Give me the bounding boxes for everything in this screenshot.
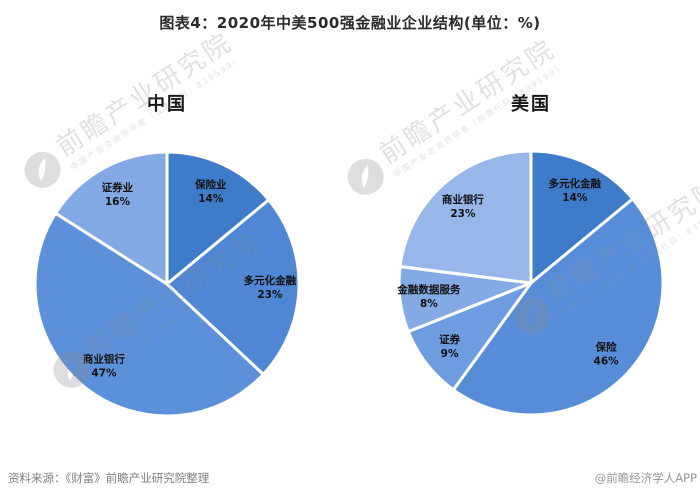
slice-label-name-3: 证券业 [102, 181, 134, 194]
slice-label-name-2: 证券 [439, 333, 460, 346]
slice-label-value-3: 8% [420, 298, 438, 310]
slice-label-value-4: 23% [450, 208, 476, 220]
slice-label-name-0: 多元化金融 [549, 177, 602, 190]
source-note: 资料来源：《财富》前瞻产业研究院整理 [8, 471, 210, 485]
pie-slice-4 [398, 149, 533, 285]
slice-label-value-1: 46% [594, 356, 620, 368]
pie-chart-china: 保险业 14% 多元化金融 23% 商业银行 47% 证券业 16% [17, 134, 317, 434]
pie-svg: 多元化金融 14% 保险 46% 证券 9% 金融数据服务 8% 商业银行 23% [396, 149, 665, 417]
figure-title: 图表4：2020年中美500强金融业企业结构(单位：%) [159, 14, 541, 32]
slice-label-value-2: 47% [91, 367, 117, 379]
slice-label-name-2: 商业银行 [83, 352, 125, 365]
slice-label-value-1: 23% [257, 289, 283, 301]
pie-svg: 保险业 14% 多元化金融 23% 商业银行 47% 证券业 16% [33, 150, 301, 418]
slice-label-name-0: 保险业 [194, 178, 227, 191]
pie-slice-3 [54, 150, 169, 286]
pie-chart-usa: 多元化金融 14% 保险 46% 证券 9% 金融数据服务 8% 商业银行 23% [381, 133, 681, 433]
pie-slice-0 [165, 150, 271, 286]
pie-slice-1 [451, 197, 665, 417]
chart-title-usa: 美国 [511, 94, 551, 115]
pie-slice-0 [529, 149, 635, 285]
slice-label-name-4: 商业银行 [442, 193, 484, 206]
slice-label-value-0: 14% [198, 193, 224, 205]
slice-label-value-2: 9% [441, 348, 459, 360]
slice-label-name-1: 保险 [595, 341, 618, 354]
pie-slice-2 [33, 211, 265, 418]
chart-title-china: 中国 [147, 94, 187, 115]
slice-label-value-0: 14% [562, 192, 588, 204]
app-credit: @前瞻经济学人APP [594, 471, 697, 485]
pie-slice-1 [165, 198, 301, 376]
slice-label-value-3: 16% [105, 196, 131, 208]
slice-label-name-1: 多元化金融 [244, 274, 297, 287]
slice-label-name-3: 金融数据服务 [396, 283, 460, 296]
